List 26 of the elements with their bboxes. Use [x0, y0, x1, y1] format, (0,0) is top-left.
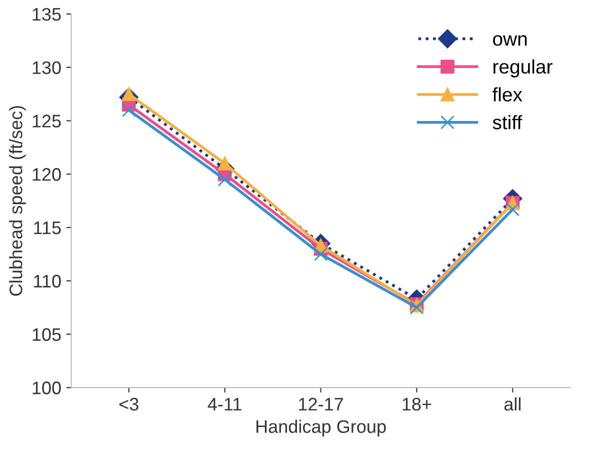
x-tick-label: all: [504, 397, 520, 411]
y-tick-label: 120: [32, 168, 61, 181]
x-tick-label: 12-17: [299, 398, 343, 410]
legend-label: regular: [494, 59, 552, 78]
legend-label: flex: [492, 87, 522, 102]
y-tick-label: 130: [32, 61, 61, 74]
x-axis-title: Handicap Group: [256, 420, 386, 437]
point: [506, 202, 520, 216]
y-tick-label: 105: [32, 328, 61, 341]
y-tick-label: 135: [32, 8, 61, 21]
legend-label: stiff: [492, 115, 522, 130]
point: [410, 300, 424, 314]
point: [218, 172, 232, 186]
point: [314, 247, 328, 262]
y-tick-label: 115: [34, 222, 61, 234]
point: [122, 87, 136, 102]
x-tick-label: 18+: [402, 398, 432, 411]
y-tick-label: 125: [32, 114, 61, 128]
legend-label: own: [493, 35, 527, 46]
x-tick-label: 4-11: [208, 398, 242, 410]
point: [122, 103, 136, 118]
point: [218, 156, 232, 170]
x-tick-label: <3: [119, 398, 138, 411]
y-tick-label: 110: [34, 274, 61, 288]
y-axis-title: Clubhead speed (ft/sec): [9, 106, 26, 296]
y-tick-label: 100: [32, 382, 61, 394]
